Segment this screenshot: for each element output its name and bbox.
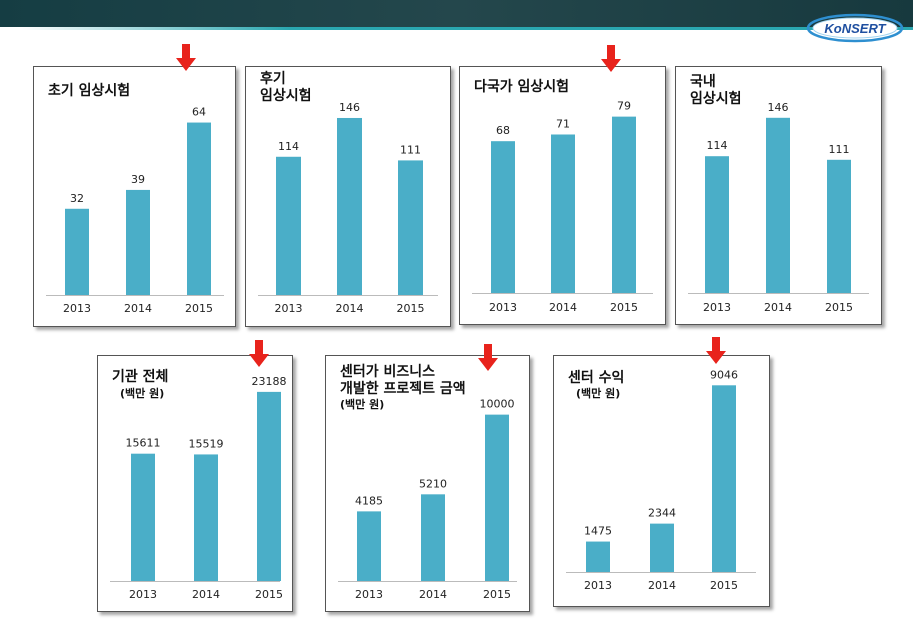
x-tick-label: 2014 [648,579,676,592]
x-tick-label: 2014 [192,588,220,601]
x-tick-label: 2014 [419,588,447,601]
chart-panel-2: 후기 임상시험 114 2013 146 2014 111 2015 [245,66,451,327]
chart-plot: 15611 2013 15519 2014 23188 2015 [110,375,287,601]
chart-plot: 32 2013 39 2014 64 2015 [46,106,224,315]
bar-2013 [357,511,381,581]
data-label: 4185 [355,494,383,507]
bar-2015 [257,391,281,581]
chart-panel-3: 다국가 임상시험 68 2013 71 2014 79 2015 [459,66,666,325]
bar-2013 [131,453,155,581]
chart-plot: 114 2013 146 2014 111 2015 [258,101,438,315]
chart-panel-1: 초기 임상시험 32 2013 39 2014 64 2015 [33,66,236,327]
chart-panel-5: 기관 전체 (백만 원) 15611 2013 15519 2014 23188 2015 [97,355,293,612]
x-tick-label: 2015 [825,301,853,314]
x-tick-label: 2014 [336,302,364,315]
chart-title: 초기 임상시험 [48,83,131,99]
chart-subtitle: (백만 원) [340,398,385,411]
x-tick-label: 2013 [275,302,303,315]
data-label: 5210 [419,477,447,490]
x-tick-label: 2015 [710,579,738,592]
bar-2014 [194,454,218,581]
data-label: 111 [829,143,850,156]
data-label: 79 [617,100,631,113]
x-tick-label: 2013 [63,302,91,315]
chart-title: 후기 임상시험 [260,71,312,104]
bar-2015 [398,160,423,295]
chart-title: 다국가 임상시험 [474,79,570,95]
bar-2014 [126,189,150,295]
highlight-arrow-icon [706,337,726,364]
data-label: 114 [278,140,299,153]
data-label: 2344 [648,507,676,520]
data-label: 32 [70,192,84,205]
bar-2015 [485,414,509,581]
x-tick-label: 2013 [703,301,731,314]
chart-plot: 4185 2013 5210 2014 10000 2015 [338,398,517,601]
chart-subtitle: (백만 원) [576,387,621,400]
data-label: 39 [131,173,145,186]
x-tick-label: 2013 [129,588,157,601]
chart-panel-6: 센터가 비즈니스 개발한 프로젝트 금액 (백만 원) 4185 2013 5210 20… [325,355,530,612]
bar-2014 [650,523,674,572]
data-label: 64 [192,106,206,119]
chart-title: 기관 전체 [112,369,169,385]
bar-2015 [612,116,636,294]
bar-2015 [187,122,211,295]
chart-title: 센터 수익 [568,370,625,386]
data-label: 71 [556,117,570,130]
bar-2013 [586,541,610,572]
header-bar [0,0,913,27]
chart-plot: 68 2013 71 2014 79 2015 [472,100,653,314]
x-tick-label: 2015 [610,301,638,314]
x-tick-label: 2014 [124,302,152,315]
bar-2014 [421,494,445,581]
chart-plot: 114 2013 146 2014 111 2015 [688,101,869,314]
konsert-logo: KoNSERT [806,13,904,43]
chart-panel-7: 센터 수익 (백만 원) 1475 2013 2344 2014 9046 2015 [553,355,770,607]
chart-title: 센터가 비즈니스 개발한 프로젝트 금액 [340,364,466,397]
data-label: 68 [496,124,510,137]
header-divider [22,27,913,30]
x-tick-label: 2015 [255,588,283,601]
bar-2013 [705,156,729,293]
data-label: 114 [707,139,728,152]
highlight-arrow-icon [601,45,621,72]
data-label: 10000 [480,398,515,411]
chart-title: 국내 임상시험 [690,74,742,107]
logo-text: KoNSERT [824,21,886,36]
bar-2013 [491,141,515,293]
data-label: 146 [339,101,360,114]
data-label: 111 [400,143,421,156]
x-tick-label: 2014 [549,301,577,314]
bar-2014 [551,134,575,293]
x-tick-label: 2013 [584,579,612,592]
highlight-arrow-icon [249,340,269,367]
highlight-arrow-icon [478,344,498,371]
x-tick-label: 2013 [489,301,517,314]
data-label: 1475 [584,525,612,538]
x-tick-label: 2015 [483,588,511,601]
bar-2013 [65,208,89,295]
bar-2015 [712,385,736,572]
bar-2014 [766,117,790,293]
x-tick-label: 2013 [355,588,383,601]
x-tick-label: 2015 [185,302,213,315]
bar-2013 [276,156,301,295]
x-tick-label: 2014 [764,301,792,314]
chart-plot: 1475 2013 2344 2014 9046 2015 [566,368,756,592]
bar-2014 [337,117,362,295]
highlight-arrow-icon [176,44,196,71]
data-label: 15519 [189,437,224,450]
data-label: 15611 [126,437,161,450]
chart-panel-4: 국내 임상시험 114 2013 146 2014 111 2015 [675,66,882,325]
data-label: 23188 [252,375,287,388]
bar-2015 [827,159,851,293]
x-tick-label: 2015 [397,302,425,315]
data-label: 146 [768,101,789,114]
chart-subtitle: (백만 원) [120,387,165,400]
data-label: 9046 [710,368,738,381]
